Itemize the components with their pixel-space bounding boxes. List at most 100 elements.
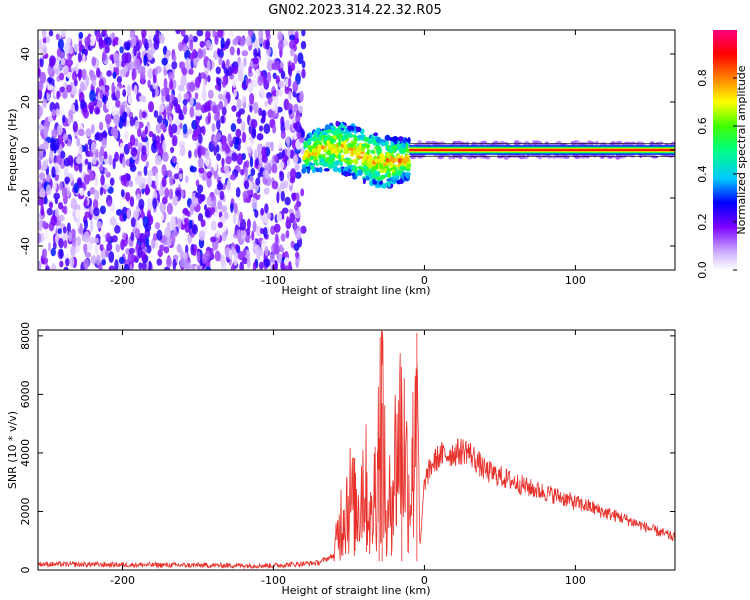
spectrogram-cell	[191, 223, 198, 235]
spectrogram-cell	[659, 141, 664, 144]
spectrogram-cell	[502, 156, 510, 160]
spectrogram-cell	[264, 203, 269, 214]
spectrogram-cell	[160, 122, 166, 130]
spectrogram-cell	[337, 141, 342, 146]
spectrogram-cell	[384, 134, 391, 142]
spectrogram-cell	[594, 141, 600, 145]
spectrogram-cell	[228, 249, 233, 260]
spectrogram-cell	[259, 261, 264, 270]
spectrogram-cell	[315, 167, 321, 173]
spectrogram-cell	[145, 160, 150, 168]
spectrogram-cell	[251, 197, 258, 210]
spectrogram-cell	[301, 167, 307, 174]
spectrogram-cell	[301, 68, 306, 79]
spectrogram-cell	[130, 217, 136, 228]
snr-xtick-label: 0	[421, 574, 428, 587]
spectrogram-cell	[61, 186, 68, 199]
spectrogram-cell	[198, 230, 205, 241]
spectrogram-cell	[189, 106, 195, 118]
spectrogram-cell	[168, 115, 173, 126]
spectrogram-cell	[48, 55, 56, 67]
spectrogram-cell	[233, 142, 239, 150]
spectrogram-cell	[221, 157, 225, 167]
spectrogram-cell	[284, 196, 291, 206]
spectrogram-cell	[231, 246, 236, 256]
spectrogram-cell	[230, 202, 234, 213]
spectrogram-cell	[126, 84, 132, 97]
spectrogram-cell	[51, 109, 56, 117]
spectrogram-cell	[189, 203, 195, 216]
spectrogram-cell	[112, 71, 117, 79]
spectrogram-cell	[77, 52, 82, 63]
spectrogram-cell	[43, 249, 48, 258]
spectrogram-cell	[240, 229, 247, 240]
spectrogram-cell	[307, 138, 311, 143]
spectrogram-cell	[67, 155, 74, 166]
spectrogram-cell	[376, 179, 380, 186]
spectrogram-cell	[99, 186, 104, 196]
spectrogram-cell	[112, 157, 116, 170]
spectrogram-cell	[98, 37, 104, 50]
spectrogram-cell	[99, 205, 106, 215]
spectrogram-cell	[58, 248, 64, 259]
spectrogram-cell	[132, 35, 137, 43]
spectrogram-cell	[188, 68, 194, 75]
spectrogram-cell	[326, 140, 330, 144]
spectrogram-cell	[162, 151, 169, 163]
spectrogram-cell	[127, 93, 135, 105]
spectrogram-cell	[399, 178, 404, 184]
spectrogram-cell	[364, 171, 368, 176]
spectrogram-cell	[180, 75, 187, 87]
spectrogram-cell	[249, 156, 254, 168]
spectrogram-cell	[80, 99, 86, 110]
spectrogram-cell	[306, 168, 311, 174]
spectrogram-cell	[353, 166, 358, 170]
spectrogram-cell	[131, 67, 137, 80]
spectrogram-cell	[373, 180, 377, 185]
spectrogram-cell	[110, 127, 118, 137]
snr-ylabel: SNR (10 * v/v)	[6, 411, 19, 489]
spectrogram-cell	[173, 54, 177, 62]
spectrogram-cell	[120, 189, 125, 198]
spectrogram-cell	[258, 125, 264, 132]
spectrogram-cell	[284, 87, 290, 95]
spectrogram-cell	[239, 261, 245, 270]
spectrogram-cell	[141, 66, 146, 77]
spectrogram-cell	[243, 57, 247, 68]
spectrogram-cell	[389, 155, 393, 162]
spectrogram-cell	[239, 211, 243, 223]
spectrogram-cell	[275, 119, 282, 128]
spectrogram-cell	[319, 130, 323, 136]
spectrogram-cell	[201, 253, 208, 264]
colorbar: 0.0 0.2 0.4 0.6 0.8 Normalized spectral ampl…	[696, 30, 748, 279]
spectrogram-cell	[366, 157, 372, 163]
spectrogram-cell	[100, 131, 108, 138]
spectrogram-cell	[186, 210, 191, 217]
spectrogram-cell	[298, 105, 304, 114]
spectrogram-cell	[289, 47, 295, 57]
spectrogram-cell	[289, 168, 297, 180]
spectrogram-cell	[284, 120, 290, 131]
spectrogram-cell	[193, 129, 200, 137]
spectrogram-cell	[213, 162, 218, 172]
spectrogram-cell	[51, 263, 57, 270]
spectrogram-cell	[309, 133, 313, 139]
spectrogram-cell	[249, 104, 253, 113]
spectrogram-cell	[189, 96, 194, 107]
spectrogram-cell	[207, 89, 214, 100]
spectrogram-cell	[90, 141, 97, 154]
spectrogram-cell	[257, 144, 262, 154]
spectrogram-cell	[265, 30, 271, 37]
spectrogram-cell	[133, 58, 141, 71]
spectrogram-cell	[47, 242, 52, 252]
spectrogram-cell	[83, 243, 88, 252]
spectrogram-cell	[103, 151, 108, 160]
spectrogram-cell	[95, 108, 100, 115]
spectrogram-cell	[213, 113, 220, 122]
spectrogram-cell	[95, 67, 101, 78]
spectrogram-cell	[190, 166, 197, 173]
spectrogram-cell	[280, 116, 285, 127]
spectrogram-cell	[225, 155, 232, 165]
spectrogram-cell	[134, 228, 141, 239]
